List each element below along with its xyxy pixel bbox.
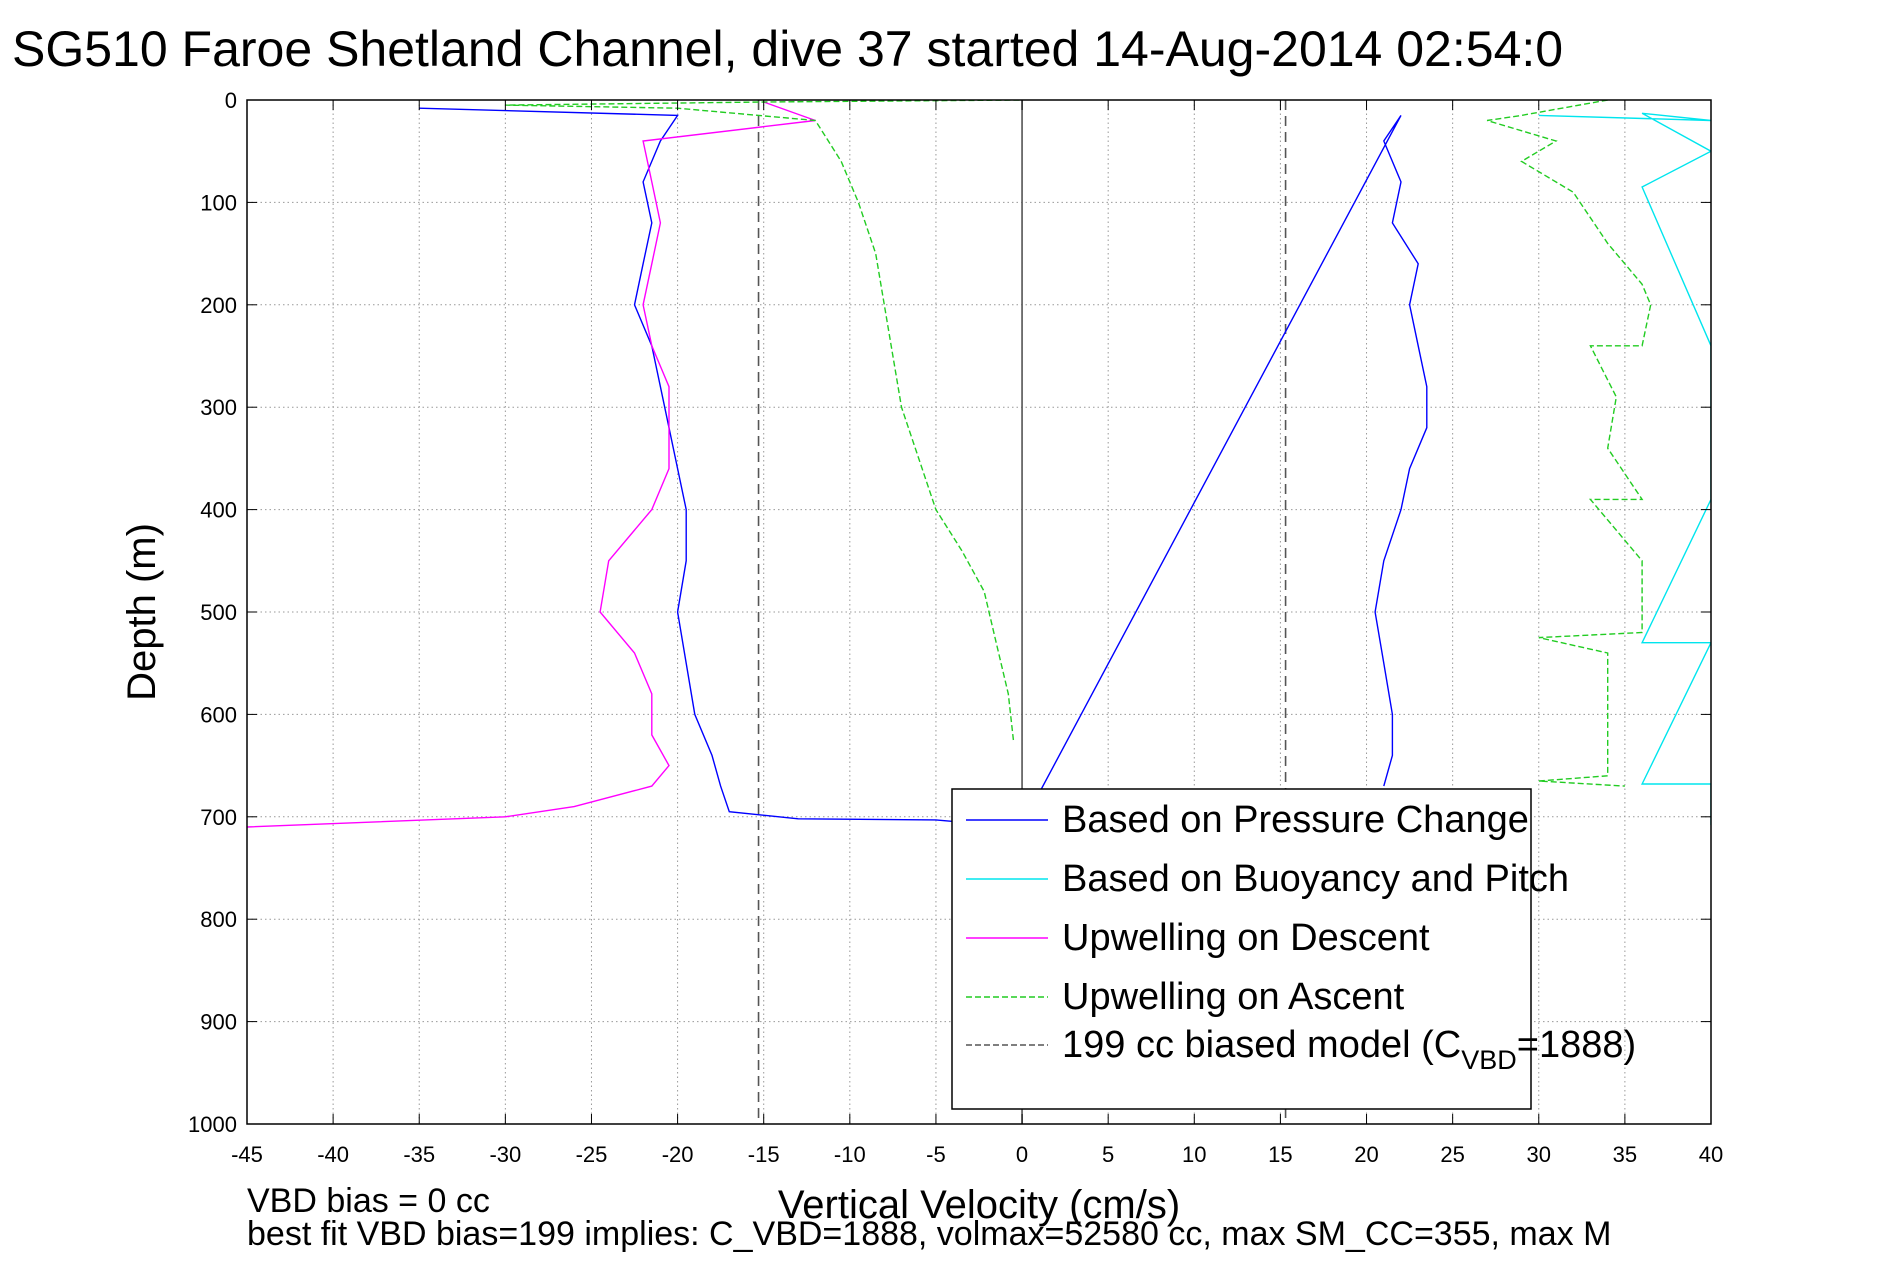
y-tick-label: 500 [200, 600, 237, 625]
x-tick-label: -40 [317, 1142, 349, 1167]
x-axis-label: Vertical Velocity (cm/s) [778, 1183, 1180, 1227]
y-tick-label: 1000 [188, 1112, 237, 1137]
x-axis-ticks: -45 -40 -35 -30 -25 -20 -15 -10 -5 0 5 10 15 20 25 30 35… [231, 100, 1723, 1167]
x-tick-label: 15 [1268, 1142, 1292, 1167]
legend-label: Based on Pressure Change [1062, 799, 1529, 841]
x-tick-label: -5 [926, 1142, 946, 1167]
series-upwelling-on-ascent [1486, 100, 1652, 787]
x-tick-label: -15 [748, 1142, 780, 1167]
y-tick-label: 400 [200, 498, 237, 523]
plot-area [247, 100, 1711, 828]
x-tick-label: -35 [403, 1142, 435, 1167]
x-tick-label: -25 [576, 1142, 608, 1167]
series-based-on-buoyancy-and-pitch [1538, 112, 1711, 825]
series-based-on-pressure-change [419, 107, 1428, 826]
x-tick-label: 40 [1699, 1142, 1723, 1167]
y-tick-label: 600 [200, 702, 237, 727]
y-tick-label: 100 [200, 190, 237, 215]
y-tick-label: 900 [200, 1010, 237, 1035]
x-tick-label: 35 [1613, 1142, 1637, 1167]
x-tick-label: 30 [1527, 1142, 1551, 1167]
legend-label-tail: =1888) [1517, 1024, 1636, 1066]
x-tick-label: 0 [1016, 1142, 1028, 1167]
legend-label: Upwelling on Descent [1062, 917, 1430, 959]
footer-line-2: best fit VBD bias=199 implies: C_VBD=188… [247, 1215, 1611, 1253]
legend-label: Upwelling on Ascent [1062, 976, 1405, 1018]
x-tick-label: -20 [662, 1142, 694, 1167]
chart-title: SG510 Faroe Shetland Channel, dive 37 st… [12, 21, 1563, 77]
legend-box [951, 788, 1532, 1110]
y-tick-label: 800 [200, 907, 237, 932]
x-tick-label: -45 [231, 1142, 263, 1167]
x-tick-label: -10 [834, 1142, 866, 1167]
legend-label: 199 cc biased model (CVBD=1888) [1062, 1024, 1636, 1075]
legend: Based on Pressure Change Based on Buoyanc… [951, 788, 1636, 1110]
legend-label-subscript: VBD [1461, 1045, 1517, 1075]
y-tick-label: 200 [200, 293, 237, 318]
y-tick-label: 0 [225, 88, 237, 113]
series-upwelling-on-descent [247, 101, 816, 828]
legend-label: Based on Buoyancy and Pitch [1062, 858, 1569, 900]
x-tick-label: 10 [1182, 1142, 1206, 1167]
y-axis-ticks: 0 100 200 300 400 500 600 700 800 900 1000 [188, 88, 1711, 1137]
y-tick-label: 300 [200, 395, 237, 420]
x-tick-label: -30 [489, 1142, 521, 1167]
y-tick-label: 700 [200, 805, 237, 830]
footer-line-1: VBD bias = 0 cc [247, 1182, 490, 1220]
x-tick-label: 20 [1354, 1142, 1378, 1167]
y-axis-label: Depth (m) [120, 523, 164, 701]
legend-label-main: 199 cc biased model (C [1062, 1024, 1461, 1066]
x-tick-label: 25 [1440, 1142, 1464, 1167]
x-tick-label: 5 [1102, 1142, 1114, 1167]
series-upwelling-on-ascent [505, 100, 1023, 741]
